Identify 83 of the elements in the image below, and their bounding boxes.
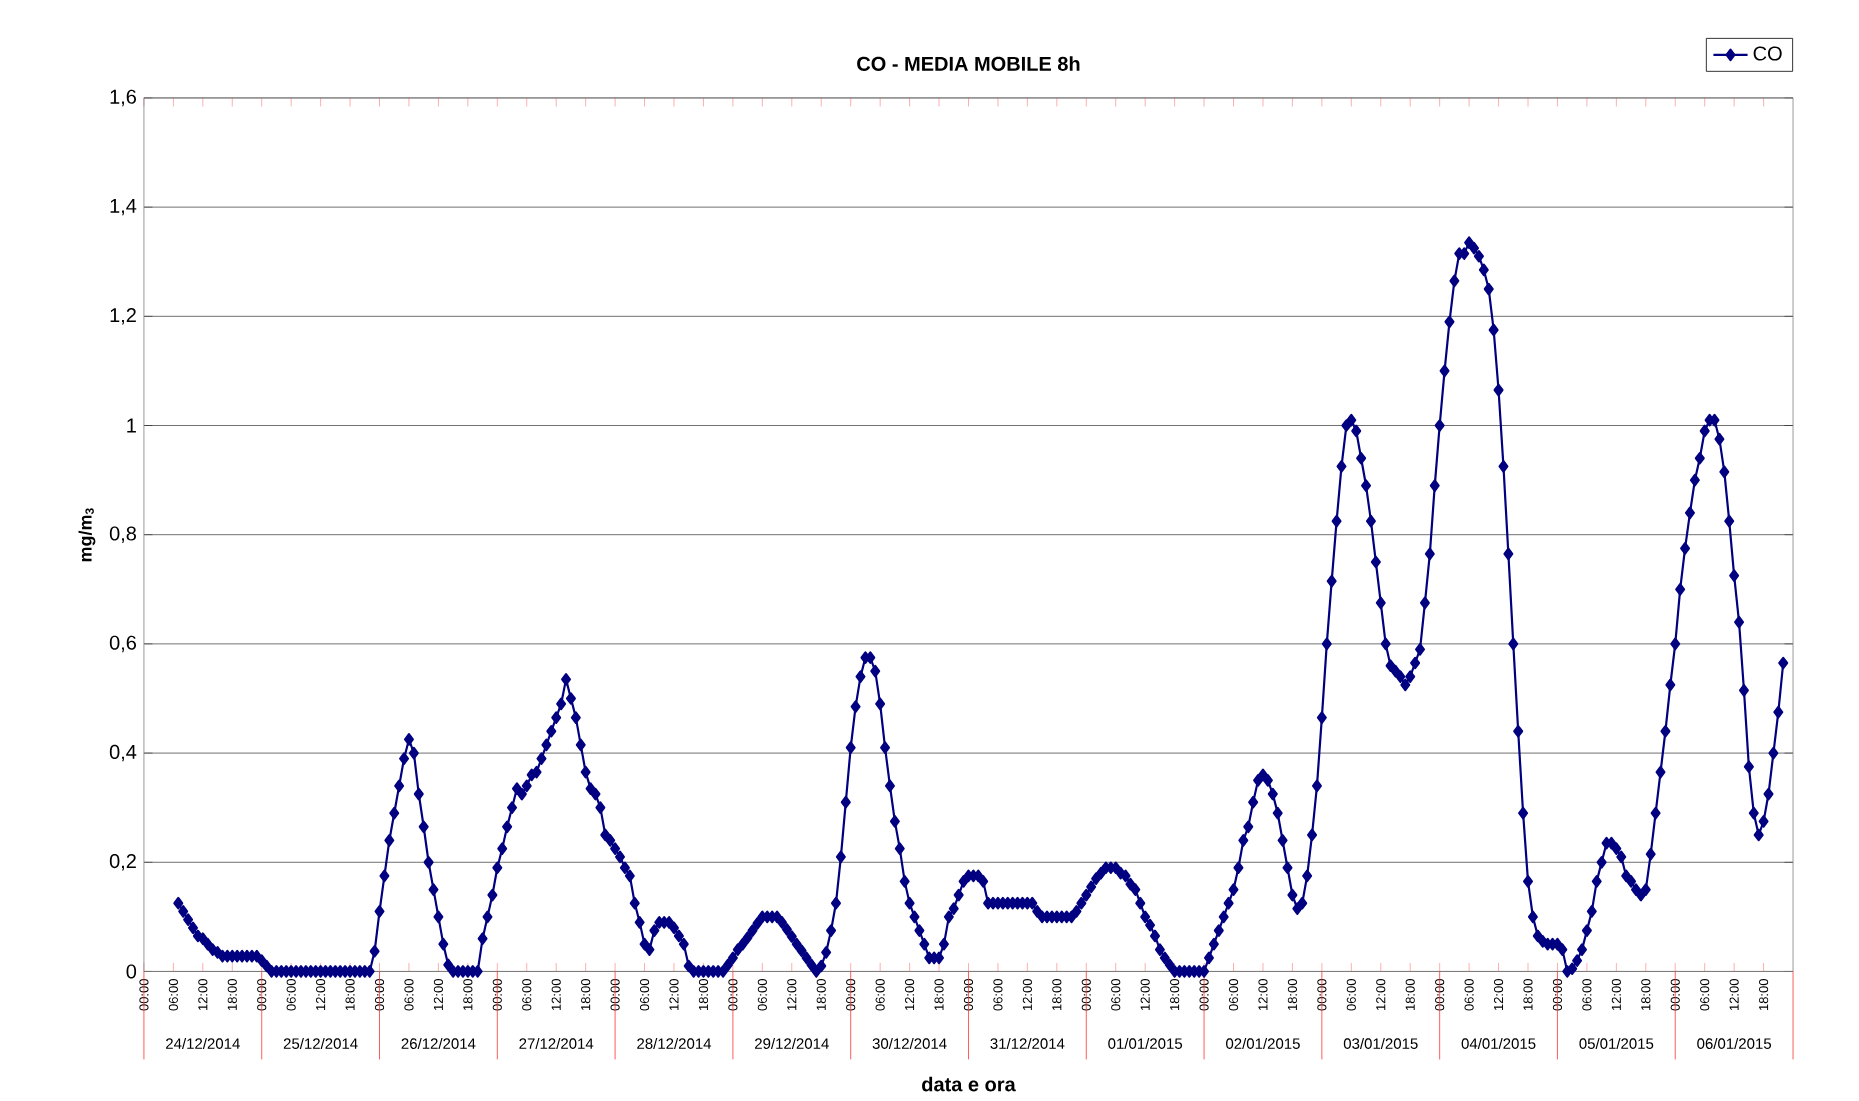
- x-tick-label: 18:00: [698, 978, 709, 1010]
- x-tick-label: 06:00: [168, 978, 178, 1011]
- x-tick-label: 18:00: [1641, 978, 1651, 1010]
- text: 25/12/2014: [283, 1037, 358, 1049]
- x-tick-label: 18:00: [1523, 978, 1533, 1010]
- x-tick-label: 12:00: [551, 978, 561, 1010]
- text: 01/01/2015: [1108, 1037, 1183, 1049]
- x-tick-label: 18:00: [345, 978, 355, 1010]
- text: 27/12/2014: [519, 1037, 594, 1049]
- x-tick-label: 06:00: [1346, 978, 1356, 1011]
- x-tick-label: 18:00: [934, 978, 944, 1010]
- text: 26/12/2014: [401, 1037, 476, 1049]
- text: 30/12/2014: [872, 1037, 947, 1049]
- x-tick-label: 06:00: [404, 978, 414, 1011]
- x-tick-label: 18:00: [1052, 978, 1062, 1010]
- text: 02/01/2015: [1226, 1037, 1300, 1049]
- text: 04/01/2015: [1461, 1037, 1536, 1049]
- y-tick-label: 0,4: [109, 744, 137, 762]
- x-tick-label: 00:00: [1317, 978, 1327, 1011]
- x-tick-label: 00:00: [1435, 978, 1445, 1011]
- x-tick-label: 18:00: [463, 978, 473, 1010]
- x-tick-label: 00:00: [610, 978, 620, 1011]
- x-tick-label: 00:00: [728, 978, 738, 1011]
- text: 28/12/2014: [637, 1037, 712, 1049]
- x-tick-label: 18:00: [1170, 978, 1180, 1010]
- x-tick-label: 12:00: [1140, 978, 1150, 1010]
- x-tick-label: 12:00: [1376, 978, 1386, 1010]
- x-tick-label: 12:00: [1022, 978, 1032, 1010]
- x-tick-label: 18:00: [581, 978, 591, 1010]
- y-axis-title: mg/m$_{3}$: [78, 508, 96, 562]
- y-tick-label: 0,2: [109, 853, 136, 871]
- x-tick-label: 12:00: [1493, 978, 1504, 1010]
- x-tick-label: 06:00: [286, 978, 296, 1011]
- x-tick-label: 00:00: [139, 978, 149, 1011]
- y-tick-label: 1,4: [110, 198, 137, 216]
- x-axis-title: data e ora: [922, 1076, 1016, 1092]
- y-tick-label: 1,6: [110, 89, 136, 107]
- text: 31/12/2014: [990, 1037, 1065, 1049]
- x-tick-label: 06:00: [639, 978, 650, 1011]
- chart-title: CO - MEDIA MOBILE 8h: [857, 56, 1080, 71]
- x-tick-label: 00:00: [846, 978, 856, 1011]
- x-tick-label: 00:00: [257, 978, 267, 1011]
- x-tick-label: 00:00: [492, 978, 502, 1011]
- x-tick-label: 18:00: [1287, 978, 1298, 1010]
- x-tick-label: 00:00: [374, 978, 385, 1011]
- x-tick-label: 18:00: [227, 978, 237, 1010]
- x-tick-label: 00:00: [1081, 978, 1091, 1011]
- x-tick-label: 18:00: [1405, 978, 1415, 1010]
- x-tick-label: 00:00: [1199, 978, 1209, 1011]
- x-tick-label: 00:00: [1670, 978, 1680, 1011]
- x-tick-label: 12:00: [905, 978, 915, 1010]
- x-tick-label: 12:00: [316, 978, 326, 1010]
- x-tick-label: 12:00: [433, 978, 444, 1010]
- x-tick-label: 06:00: [1228, 978, 1239, 1011]
- y-tick-label: 1: [127, 418, 136, 433]
- text: 06/01/2015: [1697, 1037, 1772, 1049]
- x-tick-label: 12:00: [1258, 978, 1268, 1010]
- x-tick-label: 12:00: [1729, 978, 1739, 1010]
- x-tick-label: 06:00: [1582, 978, 1592, 1011]
- x-tick-label: 06:00: [993, 978, 1003, 1011]
- y-tick-label: 0,6: [109, 635, 136, 652]
- x-tick-label: 06:00: [522, 978, 532, 1011]
- text: 05/01/2015: [1579, 1037, 1654, 1049]
- y-tick-label: 0: [126, 964, 137, 979]
- x-tick-label: 00:00: [1552, 978, 1563, 1011]
- x-tick-label: 06:00: [757, 978, 767, 1011]
- x-tick-label: 06:00: [875, 978, 885, 1011]
- text: 29/12/2014: [755, 1037, 829, 1049]
- x-tick-label: 06:00: [1464, 978, 1474, 1011]
- x-tick-label: 12:00: [787, 978, 797, 1010]
- text: 03/01/2015: [1343, 1037, 1418, 1049]
- x-tick-label: 18:00: [1759, 978, 1769, 1010]
- text: 24/12/2014: [166, 1037, 240, 1049]
- x-tick-label: 00:00: [963, 978, 974, 1011]
- x-tick-label: 12:00: [198, 978, 208, 1010]
- x-tick-label: 06:00: [1700, 978, 1710, 1011]
- legend-label: CO: [1753, 46, 1782, 61]
- x-tick-label: 18:00: [816, 978, 826, 1010]
- x-tick-label: 06:00: [1111, 978, 1121, 1011]
- y-tick-label: 0,8: [109, 526, 136, 543]
- x-tick-label: 12:00: [1611, 978, 1621, 1010]
- x-tick-label: 12:00: [669, 978, 679, 1010]
- y-tick-label: 1,2: [110, 307, 136, 325]
